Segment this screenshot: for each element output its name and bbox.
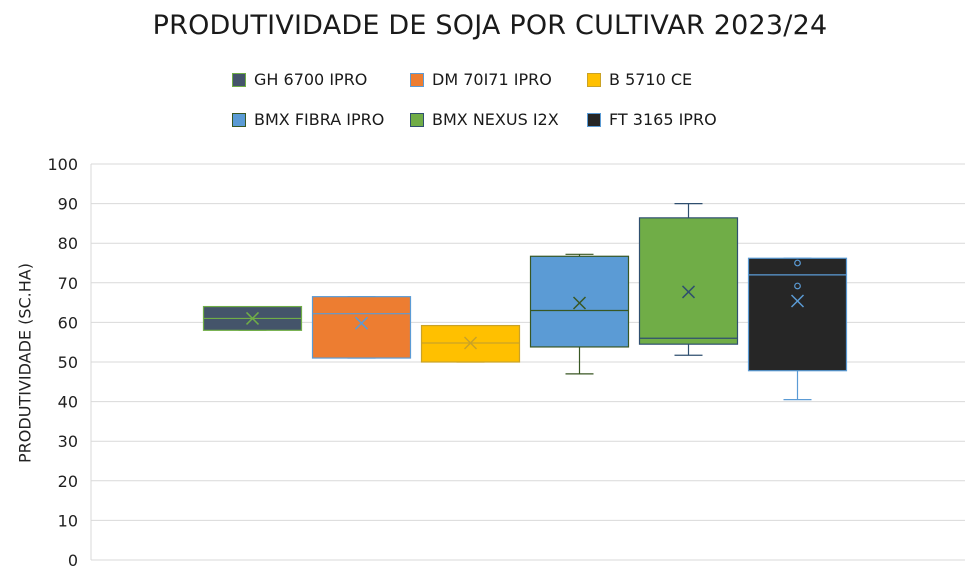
legend-swatch <box>587 72 601 87</box>
box <box>747 257 848 372</box>
legend-item: B 5710 CE <box>587 70 692 89</box>
y-tick-label: 80 <box>58 234 78 253</box>
y-tick-label: 60 <box>58 313 78 332</box>
y-tick-label: 50 <box>58 353 78 372</box>
legend-item: DM 70I71 IPRO <box>410 70 552 89</box>
legend-label: BMX NEXUS I2X <box>432 110 559 129</box>
legend-label: GH 6700 IPRO <box>254 70 368 89</box>
y-tick-label: 30 <box>58 432 78 451</box>
legend-swatch <box>232 72 246 87</box>
mean-marker <box>463 336 478 350</box>
mean-marker <box>572 296 587 310</box>
legend-label: B 5710 CE <box>609 70 693 89</box>
y-tick-label: 100 <box>47 155 78 174</box>
mean-marker <box>354 316 369 330</box>
box <box>638 217 739 345</box>
y-tick-label: 40 <box>58 393 78 412</box>
y-tick-label: 90 <box>58 195 78 214</box>
legend-item: FT 3165 IPRO <box>587 110 717 129</box>
box <box>529 255 630 348</box>
outlier-point <box>794 282 801 290</box>
chart-title: PRODUTIVIDADE DE SOJA POR CULTIVAR 2023/… <box>152 10 828 41</box>
legend-swatch <box>587 112 601 127</box>
y-tick-label: 20 <box>58 472 78 491</box>
legend-item: BMX FIBRA IPRO <box>232 110 384 129</box>
y-tick-label: 10 <box>58 511 78 530</box>
mean-marker <box>790 294 805 308</box>
legend-label: BMX FIBRA IPRO <box>254 110 385 129</box>
outlier-point <box>794 259 801 267</box>
legend-swatch <box>232 112 246 127</box>
legend-label: DM 70I71 IPRO <box>432 70 552 89</box>
y-tick-label: 70 <box>58 274 78 293</box>
mean-marker <box>245 311 260 325</box>
mean-marker <box>681 285 696 299</box>
box <box>311 296 412 359</box>
legend-item: BMX NEXUS I2X <box>410 110 559 129</box>
y-tick-label: 0 <box>68 551 78 570</box>
legend-item: GH 6700 IPRO <box>232 70 367 89</box>
legend-swatch <box>410 72 424 87</box>
legend-swatch <box>410 112 424 127</box>
legend-label: FT 3165 IPRO <box>609 110 717 129</box>
